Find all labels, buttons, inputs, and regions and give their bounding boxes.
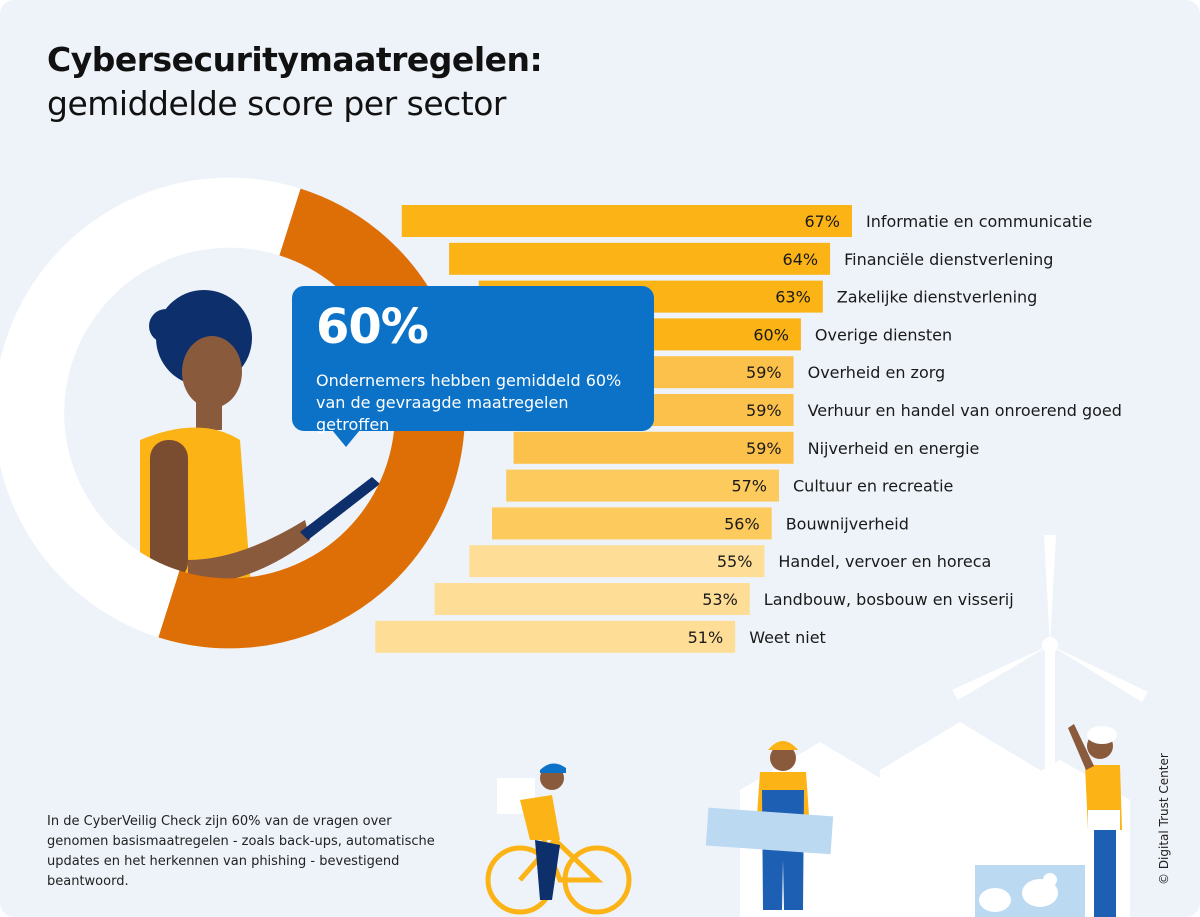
bar-value-label: 56% [724,514,760,533]
bar-value-label: 51% [688,628,724,647]
woman-with-tablet-illustration [140,290,380,600]
bar-value-label: 53% [702,590,738,609]
chickens-illustration [975,865,1085,917]
average-callout: 60% Ondernemers hebben gemiddeld 60% van… [292,286,654,447]
category-label: Overige diensten [815,325,952,344]
category-label: Nijverheid en energie [808,439,980,458]
bar [506,469,779,502]
average-description: Ondernemers hebben gemiddeld 60% van de … [316,371,622,434]
footnote: In de CyberVeilig Check zijn 60% van de … [47,814,435,889]
category-label: Verhuur en handel van onroerend goed [808,401,1122,420]
bar [491,507,772,540]
bar [449,242,831,275]
chef-illustration [1068,724,1122,917]
bar [375,620,736,653]
donut-ring-segment [158,188,465,649]
bar-value-label: 59% [746,439,782,458]
bar-value-label: 59% [746,401,782,420]
category-label: Informatie en communicatie [866,212,1092,231]
category-label: Zakelijke dienstverlening [837,288,1038,307]
donut-track [0,177,301,638]
category-label: Weet niet [749,628,826,647]
chart-subtitle: gemiddelde score per sector [47,84,506,123]
copyright-credit: © Digital Trust Center [1157,753,1171,885]
wind-turbine-illustration [952,535,1148,880]
bar [401,205,852,237]
bar-value-label: 63% [775,288,811,307]
category-label: Handel, vervoer en horeca [778,552,991,571]
bar [513,431,794,464]
category-label: Landbouw, bosbouw en visserij [764,590,1014,609]
category-label: Cultuur en recreatie [793,477,953,496]
category-label: Financiële dienstverlening [844,250,1053,269]
average-value: 60% [316,299,429,355]
bar-value-label: 57% [731,477,767,496]
bar-value-label: 59% [746,363,782,382]
bar-value-label: 64% [783,250,819,269]
bar-value-label: 55% [717,552,753,571]
category-label: Bouwnijverheid [786,514,909,533]
category-label: Overheid en zorg [808,363,946,382]
chart-title: Cybersecuritymaatregelen: [47,40,543,79]
bar [469,545,765,578]
bar [434,583,750,615]
bar-value-label: 67% [804,212,840,231]
construction-worker-illustration [705,741,834,910]
bar-value-label: 60% [753,325,789,344]
cyclist-illustration [485,763,632,915]
